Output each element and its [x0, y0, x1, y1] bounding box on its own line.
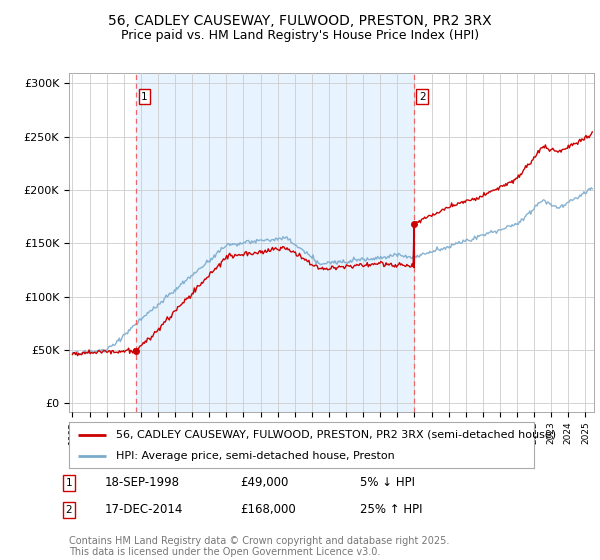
Text: 5% ↓ HPI: 5% ↓ HPI	[360, 476, 415, 489]
Text: HPI: Average price, semi-detached house, Preston: HPI: Average price, semi-detached house,…	[115, 451, 394, 461]
Text: 1: 1	[65, 478, 73, 488]
Text: 17-DEC-2014: 17-DEC-2014	[105, 503, 184, 516]
Text: Contains HM Land Registry data © Crown copyright and database right 2025.
This d: Contains HM Land Registry data © Crown c…	[69, 535, 449, 557]
Bar	[136, 73, 414, 412]
Text: 2: 2	[65, 505, 73, 515]
Text: Price paid vs. HM Land Registry's House Price Index (HPI): Price paid vs. HM Land Registry's House …	[121, 29, 479, 42]
Text: 1: 1	[141, 91, 148, 101]
Text: £168,000: £168,000	[240, 503, 296, 516]
Text: 25% ↑ HPI: 25% ↑ HPI	[360, 503, 422, 516]
Text: 2: 2	[419, 91, 425, 101]
Text: £49,000: £49,000	[240, 476, 289, 489]
Text: 56, CADLEY CAUSEWAY, FULWOOD, PRESTON, PR2 3RX: 56, CADLEY CAUSEWAY, FULWOOD, PRESTON, P…	[108, 14, 492, 28]
Text: 56, CADLEY CAUSEWAY, FULWOOD, PRESTON, PR2 3RX (semi-detached house): 56, CADLEY CAUSEWAY, FULWOOD, PRESTON, P…	[115, 430, 556, 440]
Text: 18-SEP-1998: 18-SEP-1998	[105, 476, 180, 489]
